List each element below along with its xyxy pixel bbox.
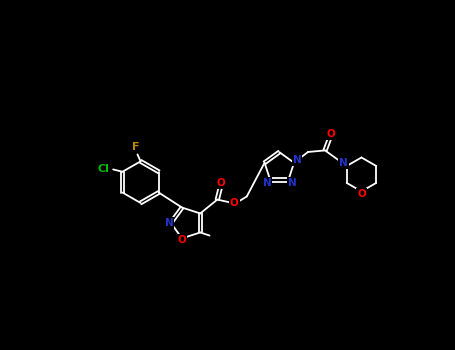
Text: O: O bbox=[177, 235, 187, 245]
Text: O: O bbox=[327, 129, 336, 139]
Text: N: N bbox=[293, 155, 302, 164]
Text: N: N bbox=[165, 218, 174, 228]
Text: O: O bbox=[230, 198, 239, 208]
Text: F: F bbox=[132, 142, 140, 152]
Text: N: N bbox=[263, 178, 272, 188]
Text: N: N bbox=[339, 158, 348, 168]
Text: Cl: Cl bbox=[98, 164, 110, 174]
Text: O: O bbox=[217, 178, 226, 188]
Text: O: O bbox=[357, 189, 366, 199]
Text: N: N bbox=[288, 178, 297, 188]
